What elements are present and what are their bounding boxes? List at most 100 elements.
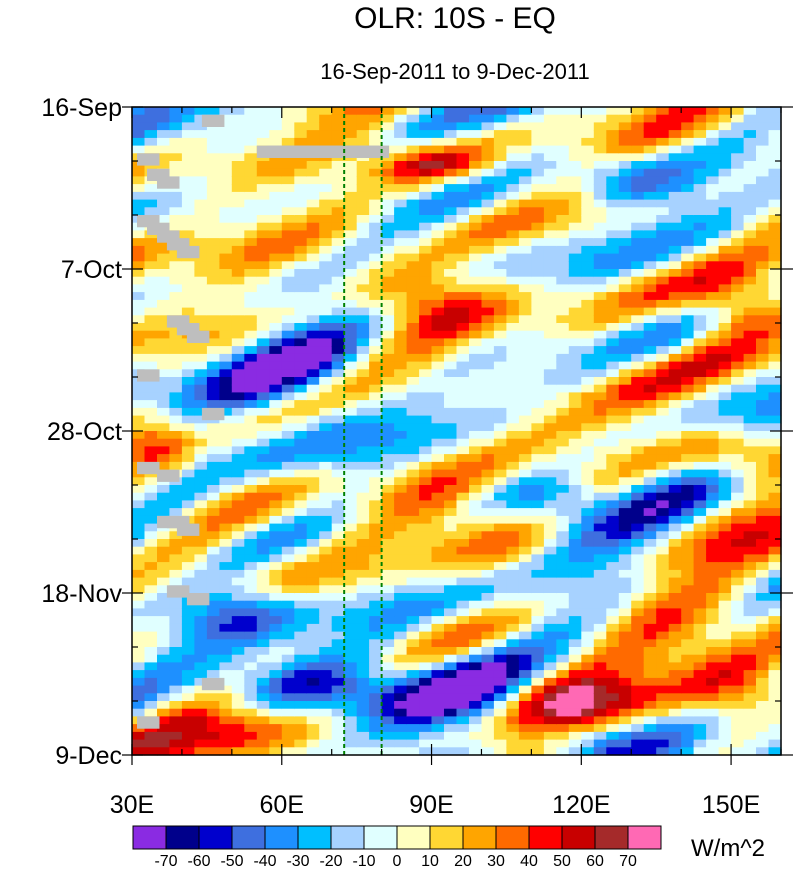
field-cell (531, 292, 545, 301)
field-cell (743, 515, 757, 525)
field-cell (568, 292, 582, 301)
field-cell (693, 415, 707, 424)
field-cell (743, 461, 757, 471)
field-cell (369, 137, 383, 147)
field-cell (406, 145, 420, 154)
field-cell (319, 423, 333, 432)
field-cell (144, 114, 158, 123)
field-cell (618, 161, 632, 170)
field-cell (419, 122, 433, 131)
field-cell (768, 600, 782, 609)
field-cell (294, 353, 308, 363)
field-cell (493, 161, 507, 170)
field-cell (356, 114, 370, 123)
field-cell (756, 238, 770, 247)
field-cell (656, 184, 670, 193)
field-cell (756, 608, 770, 617)
field-cell (656, 245, 670, 255)
field-cell (281, 315, 295, 324)
colorbar-tick-label: -30 (286, 853, 309, 869)
field-cell (294, 137, 308, 147)
field-cell (518, 500, 532, 509)
field-cell (331, 284, 345, 293)
field-cell (306, 677, 320, 687)
field-cell (493, 569, 507, 579)
field-cell (431, 207, 445, 216)
field-cell (606, 616, 620, 625)
field-cell (319, 724, 333, 733)
field-cell (419, 161, 433, 170)
field-cell (718, 485, 732, 494)
field-cell (531, 145, 545, 154)
field-cell (456, 114, 470, 123)
field-cell (493, 461, 507, 471)
field-cell (668, 191, 682, 201)
field-cell (618, 269, 632, 278)
field-cell (219, 307, 233, 316)
field-cell (169, 253, 183, 262)
field-cell (481, 130, 495, 139)
field-cell (481, 384, 495, 393)
field-cell (344, 569, 358, 579)
field-cell (281, 346, 295, 355)
field-cell (356, 392, 370, 401)
field-cell (481, 423, 495, 432)
field-cell (344, 677, 358, 687)
field-cell (681, 747, 695, 756)
field-cell (593, 454, 607, 463)
field-cell (506, 431, 520, 440)
field-cell (306, 238, 320, 247)
field-cell (356, 693, 370, 702)
field-cell (319, 323, 333, 332)
field-cell (344, 222, 358, 231)
field-cell (431, 623, 445, 633)
field-cell (206, 230, 220, 239)
field-cell (756, 716, 770, 725)
field-cell (531, 384, 545, 393)
field-cell (206, 191, 220, 201)
field-cell (606, 299, 620, 309)
field-cell (281, 731, 295, 741)
field-cell (693, 161, 707, 170)
field-cell (556, 438, 570, 447)
field-cell (157, 701, 171, 710)
field-cell (568, 261, 582, 270)
field-cell (718, 469, 732, 478)
field-cell (169, 708, 183, 717)
field-cell (431, 477, 445, 486)
field-cell (406, 191, 420, 201)
field-cell (518, 145, 532, 154)
field-cell (244, 199, 258, 208)
field-cell (319, 546, 333, 555)
field-cell (518, 107, 532, 116)
field-cell (656, 585, 670, 594)
field-cell (444, 639, 458, 648)
field-cell (231, 431, 245, 440)
field-cell (132, 569, 146, 579)
field-cell (706, 585, 720, 594)
field-cell (469, 361, 483, 370)
field-cell (331, 199, 345, 208)
field-cell (269, 292, 283, 301)
field-cell (369, 616, 383, 625)
field-cell (756, 346, 770, 355)
field-cell (593, 307, 607, 316)
field-cell (231, 107, 245, 116)
field-cell (319, 500, 333, 509)
field-cell (369, 523, 383, 532)
field-cell (231, 191, 245, 201)
field-cell (518, 562, 532, 571)
field-cell (356, 523, 370, 532)
field-cell (743, 647, 757, 656)
field-cell (431, 315, 445, 324)
field-cell (231, 485, 245, 494)
field-cell (581, 222, 595, 231)
field-cell (469, 485, 483, 494)
field-cell (506, 284, 520, 293)
field-cell (506, 438, 520, 447)
field-cell (518, 230, 532, 239)
field-cell (231, 338, 245, 347)
field-cell (194, 307, 208, 316)
field-cell (181, 161, 195, 170)
